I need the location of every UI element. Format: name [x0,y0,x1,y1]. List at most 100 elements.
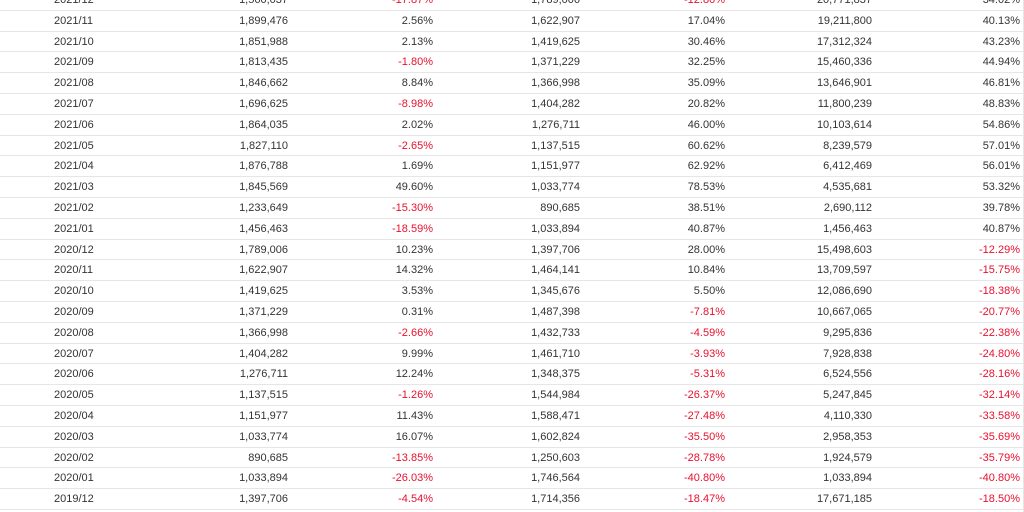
cumulative-change-cell: -24.80% [979,347,1020,360]
value-a-cell: 1,696,625 [239,97,288,110]
value-b-cell: 1,487,398 [531,305,580,318]
table-row: 2021/04 1,876,788 1.69% 1,151,977 62.92% 6,41… [0,156,1024,178]
change-b-cell: -26.37% [684,389,725,402]
month-cell: 2019/12 [54,493,94,506]
value-b-cell: 1,714,356 [531,493,580,506]
cumulative-change-cell: 40.13% [982,14,1020,27]
table-row: 2021/10 1,851,988 2.13% 1,419,625 30.46% 17,3… [0,32,1024,53]
change-a-cell: 12.24% [395,368,433,381]
value-b-cell: 1,151,977 [531,160,580,173]
table-row: 2020/01 1,033,894 -26.03% 1,746,564 -40.80% 1… [0,468,1024,490]
cumulative-change-cell: -20.77% [979,305,1020,318]
value-a-cell: 1,033,774 [239,430,288,443]
change-a-cell: 49.60% [395,181,433,194]
value-b-cell: 1,432,733 [531,326,580,339]
month-cell: 2020/08 [54,326,94,339]
change-b-cell: 10.84% [687,264,725,277]
value-a-cell: 1,276,711 [239,368,288,381]
value-b-cell: 1,276,711 [531,118,580,131]
value-a-cell: 1,622,907 [239,264,288,277]
value-b-cell: 1,137,515 [531,139,580,152]
cumulative-cell: 2,690,112 [823,201,872,214]
month-cell: 2020/05 [54,389,94,402]
month-cell: 2021/03 [54,181,94,194]
month-cell: 2020/10 [54,285,94,298]
cumulative-change-cell: 43.23% [982,35,1020,48]
value-b-cell: 1,397,706 [531,243,580,256]
month-cell: 2021/07 [54,97,94,110]
cumulative-change-cell: 48.83% [982,97,1020,110]
value-a-cell: 1,233,649 [239,201,288,214]
month-cell: 2020/07 [54,347,94,360]
table-row: 2021/06 1,864,035 2.02% 1,276,711 46.00% 10,1… [0,115,1024,136]
value-b-cell: 1,366,998 [531,77,580,90]
cumulative-cell: 12,086,690 [816,285,872,298]
value-a-cell: 1,813,435 [239,56,288,69]
cumulative-change-cell: -12.29% [979,243,1020,256]
cumulative-change-cell: 46.81% [982,77,1020,90]
month-cell: 2020/04 [54,409,94,422]
change-a-cell: -1.80% [398,56,433,69]
value-a-cell: 1,899,476 [239,14,288,27]
cumulative-change-cell: 40.87% [982,222,1020,235]
value-b-cell: 1,250,603 [531,451,580,464]
month-cell: 2021/02 [54,201,94,214]
change-b-cell: 20.82% [687,97,725,110]
cumulative-change-cell: -15.75% [979,264,1020,277]
table-row: 2021/07 1,696,625 -8.98% 1,404,282 20.82% 11,… [0,94,1024,115]
table-row: 2021/05 1,827,110 -2.65% 1,137,515 60.62% 8,2… [0,136,1024,157]
change-b-cell: -12.80% [684,0,725,6]
value-b-cell: 1,404,282 [531,97,580,110]
value-b-cell: 1,789,006 [531,0,580,6]
change-a-cell: -26.03% [392,472,433,485]
cumulative-change-cell: -35.79% [979,451,1020,464]
change-b-cell: 30.46% [687,35,725,48]
month-cell: 2021/09 [54,56,94,69]
cumulative-cell: 2,958,353 [823,430,872,443]
change-b-cell: 40.87% [687,222,725,235]
month-cell: 2021/11 [54,14,93,27]
cumulative-change-cell: 57.01% [982,139,1020,152]
month-cell: 2021/01 [54,222,94,235]
month-cell: 2020/03 [54,430,94,443]
value-b-cell: 1,033,774 [531,181,580,194]
cumulative-change-cell: -32.14% [979,389,1020,402]
value-b-cell: 1,419,625 [531,35,580,48]
cumulative-cell: 13,646,901 [816,77,872,90]
cumulative-cell: 15,498,603 [816,243,872,256]
change-b-cell: 46.00% [687,118,725,131]
cumulative-cell: 19,211,800 [817,14,872,27]
cumulative-cell: 6,524,556 [823,368,872,381]
change-b-cell: 32.25% [687,56,725,69]
change-b-cell: -18.47% [684,493,725,506]
value-a-cell: 1,851,988 [239,35,288,48]
value-a-cell: 1,404,282 [239,347,288,360]
table-row: 2020/08 1,366,998 -2.66% 1,432,733 -4.59% 9,2… [0,323,1024,344]
change-b-cell: -40.80% [684,472,725,485]
cumulative-change-cell: -22.38% [979,326,1020,339]
value-b-cell: 1,033,894 [531,222,580,235]
cumulative-cell: 1,033,894 [823,472,872,485]
cumulative-cell: 7,928,838 [823,347,872,360]
table-row: 2020/02 890,685 -13.85% 1,250,603 -28.78% 1,9… [0,448,1024,469]
value-a-cell: 890,685 [248,451,288,464]
cumulative-change-cell: -33.58% [979,409,1020,422]
cumulative-change-cell: 44.94% [982,56,1020,69]
value-b-cell: 1,544,984 [531,389,580,402]
change-b-cell: 38.51% [687,201,725,214]
change-a-cell: -13.85% [392,451,433,464]
month-cell: 2021/12 [54,0,94,6]
change-a-cell: -15.30% [392,201,433,214]
table-row: 2019/12 1,397,706 -4.54% 1,714,356 -18.47% 17… [0,489,1024,510]
cumulative-cell: 13,709,597 [816,264,872,277]
cumulative-cell: 6,412,469 [823,160,872,173]
cumulative-cell: 5,247,845 [823,389,872,402]
change-b-cell: 17.04% [687,14,725,27]
change-b-cell: -28.78% [684,451,725,464]
value-a-cell: 1,845,569 [239,181,288,194]
cumulative-change-cell: 54.86% [982,118,1020,131]
table-row: 2021/08 1,846,662 8.84% 1,366,998 35.09% 13,6… [0,73,1024,94]
change-b-cell: 35.09% [687,77,725,90]
change-b-cell: -27.48% [684,409,725,422]
cumulative-change-cell: 39.78% [982,201,1020,214]
